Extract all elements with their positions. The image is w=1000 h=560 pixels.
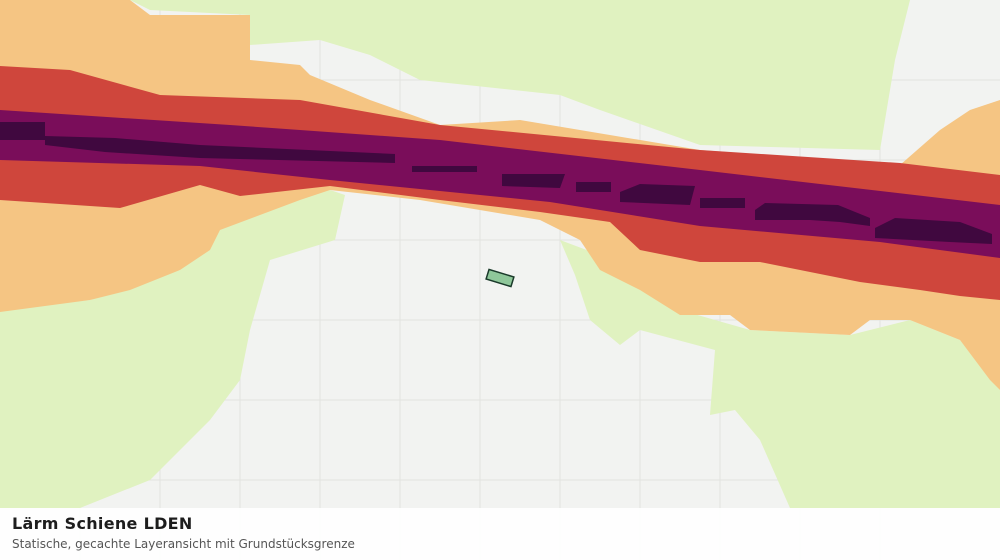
noise-zone-low: [0, 190, 345, 508]
map-title: Lärm Schiene LDEN: [12, 514, 193, 533]
noise-zone-highest: [0, 122, 992, 244]
property-boundary[interactable]: [485, 268, 515, 288]
noise-zone-low: [130, 0, 910, 150]
map-subtitle: Statische, gecachte Layeransicht mit Gru…: [12, 537, 355, 551]
noise-zone-very-high: [0, 110, 1000, 258]
map-caption: Lärm Schiene LDEN Statische, gecachte La…: [0, 508, 1000, 560]
